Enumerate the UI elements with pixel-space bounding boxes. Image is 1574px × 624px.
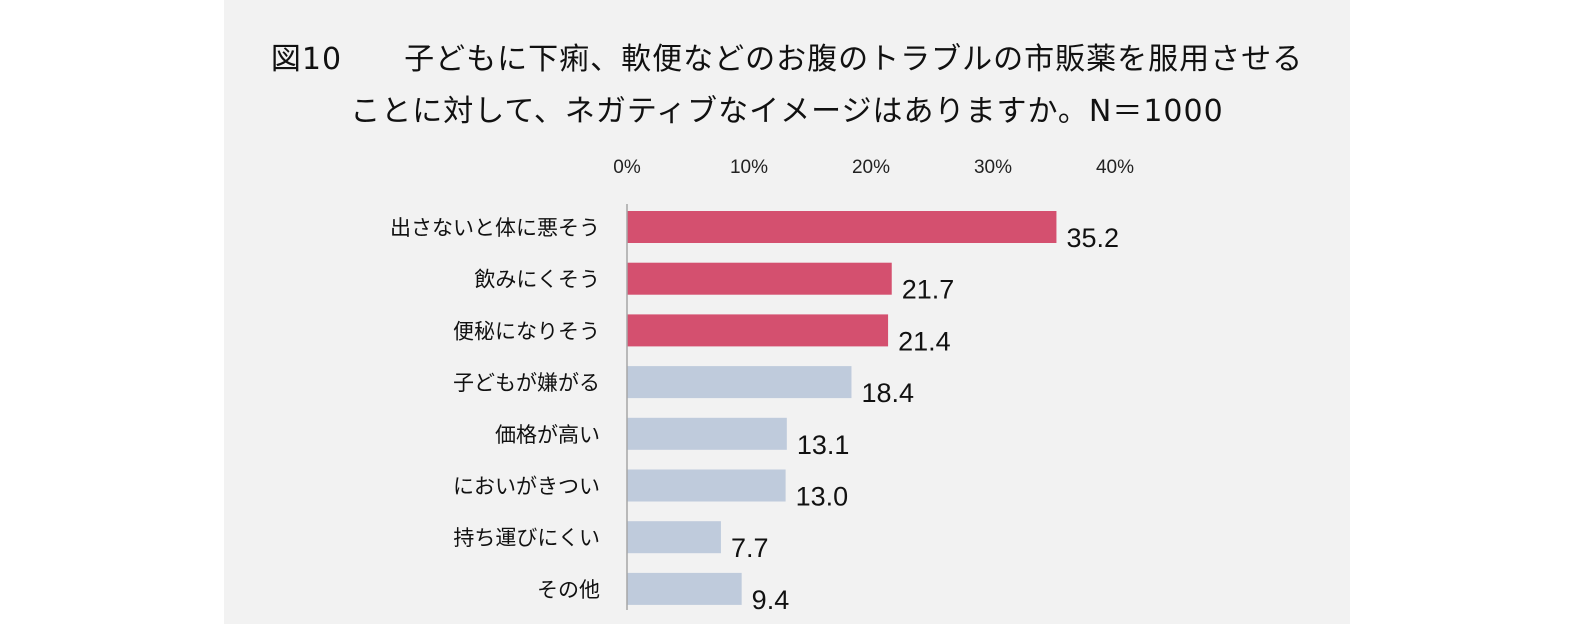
chart-title-line-2: ことに対して、ネガティブなイメージはありますか。N＝1000 xyxy=(350,94,1224,129)
category-label: 子どもが嫌がる xyxy=(453,371,600,395)
data-label: 35.2 xyxy=(1066,223,1119,253)
bar xyxy=(627,314,889,347)
bar xyxy=(627,469,786,502)
bar-row: 飲みにくそう 21.7 xyxy=(474,262,955,305)
x-tick-label: 20% xyxy=(852,157,890,178)
data-label: 13.0 xyxy=(796,482,849,512)
bar-row: 持ち運びにくい 7.7 xyxy=(453,521,768,563)
data-label: 21.4 xyxy=(898,326,951,356)
data-label: 13.1 xyxy=(797,430,850,460)
category-label: その他 xyxy=(537,578,600,602)
category-label: 便秘になりそう xyxy=(453,319,600,343)
data-label: 7.7 xyxy=(731,533,769,563)
bar-row: 価格が高い 13.1 xyxy=(495,417,850,460)
data-label: 18.4 xyxy=(861,378,914,408)
bar xyxy=(627,572,742,605)
bars: 出さないと体に悪そう 35.2 飲みにくそう 21.7 便秘になりそう 21.4 子どもが嫌… xyxy=(390,211,1119,615)
bar-row: その他 9.4 xyxy=(537,572,790,615)
bar xyxy=(627,211,1057,243)
x-axis-ticks: 0% 10% 20% 30% 40% xyxy=(613,157,1134,178)
x-tick-label: 30% xyxy=(974,157,1012,178)
x-tick-label: 0% xyxy=(613,157,641,178)
data-label: 9.4 xyxy=(752,585,790,615)
category-label: 出さないと体に悪そう xyxy=(390,216,600,240)
category-label: 持ち運びにくい xyxy=(453,526,600,550)
category-label: 価格が高い xyxy=(495,423,600,447)
bar-row: 出さないと体に悪そう 35.2 xyxy=(390,211,1119,253)
chart-title-line-1: 図10 子どもに下痢、軟便などのお腹のトラブルの市販薬を服用させる xyxy=(270,42,1304,77)
bar-row: においがきつい 13.0 xyxy=(453,469,849,512)
category-label: 飲みにくそう xyxy=(474,268,600,292)
bar xyxy=(627,366,852,399)
bar xyxy=(627,417,787,450)
category-label: においがきつい xyxy=(453,475,600,499)
x-tick-label: 40% xyxy=(1096,157,1134,178)
data-label: 21.7 xyxy=(902,275,955,305)
x-tick-label: 10% xyxy=(730,157,768,178)
bar-row: 子どもが嫌がる 18.4 xyxy=(453,366,914,408)
bar xyxy=(627,521,721,554)
bar xyxy=(627,262,892,295)
chart-panel xyxy=(224,0,1350,624)
bar-row: 便秘になりそう 21.4 xyxy=(453,314,951,356)
